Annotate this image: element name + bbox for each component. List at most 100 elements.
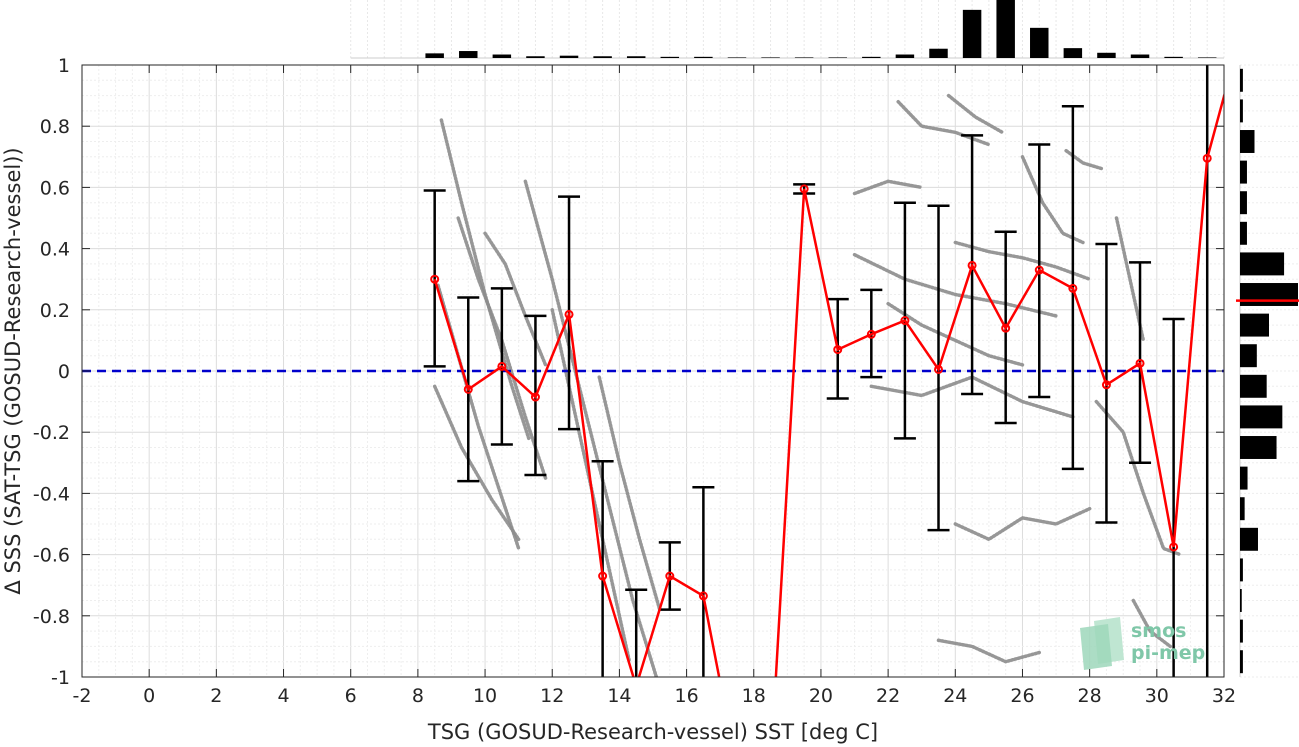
y-hist-bar — [1240, 466, 1248, 490]
x-tick-labels: -2 0 2 4 6 8 10 12 14 16 18 20 22 24 26 28 30 32 — [73, 685, 1237, 707]
x-hist-bar — [1130, 54, 1150, 58]
x-hist-bar — [459, 51, 478, 58]
x-hist-bar — [626, 56, 646, 58]
mean-marker — [1034, 265, 1044, 275]
x-hist-bar — [1197, 57, 1217, 58]
x-tick-label: 24 — [943, 685, 967, 707]
x-hist-bar — [962, 9, 982, 58]
mean-marker — [1001, 323, 1011, 333]
y-hist-bar — [1240, 405, 1283, 429]
y-hist-bar — [1240, 558, 1243, 582]
x-tick-label: 18 — [742, 685, 766, 707]
mean-marker — [1202, 153, 1212, 163]
x-tick-label: 12 — [540, 685, 564, 707]
x-hist-bar — [1030, 27, 1049, 58]
x-hist-bar — [895, 54, 915, 58]
mean-marker — [866, 329, 876, 339]
y-tick-label: -0.8 — [33, 606, 70, 628]
y-hist-bar — [1240, 313, 1269, 337]
mean-marker — [497, 361, 507, 371]
mean-marker — [564, 309, 574, 319]
scatter-strand — [852, 252, 1058, 318]
mean-marker — [934, 364, 943, 374]
x-tick-label: 8 — [412, 685, 424, 707]
y-hist-bar — [1240, 191, 1247, 215]
logo-text-pimep: pi-mep — [1131, 642, 1205, 664]
mean-marker — [530, 392, 540, 402]
mean-marker — [833, 345, 843, 355]
y-hist-bar — [1240, 252, 1285, 276]
y-tick-label: 0 — [58, 361, 70, 383]
y-hist-bar — [1240, 527, 1258, 551]
x-hist-bar — [694, 56, 713, 58]
mean-marker — [1169, 542, 1179, 552]
x-tick-label: 14 — [607, 685, 631, 707]
y-tick-label: 0.8 — [40, 116, 70, 138]
y-tick-labels: -1 -0.8 -0.6 -0.4 -0.2 0 0.2 0.4 0.6 0.8 1 — [33, 55, 70, 689]
x-hist-bar — [727, 57, 747, 58]
y-hist-bar — [1240, 130, 1255, 153]
x-hist-bar — [996, 0, 1015, 58]
scatter-strand — [432, 384, 521, 542]
x-hist-bar — [660, 56, 680, 58]
x-tick-label: 2 — [210, 685, 222, 707]
y-hist-bar — [1240, 374, 1267, 398]
scatter-strand — [1131, 598, 1173, 649]
scatter-strand — [953, 506, 1092, 542]
y-hist-bar — [1240, 283, 1298, 306]
mean-marker — [1101, 380, 1111, 390]
x-hist-bar — [828, 57, 847, 58]
x-tick-label: -2 — [73, 685, 92, 707]
y-hist-bar — [1240, 221, 1247, 245]
x-histogram — [350, 0, 1225, 59]
binned-mean-markers — [430, 153, 1212, 601]
mean-marker — [463, 384, 473, 394]
y-tick-label: 0.6 — [40, 177, 70, 199]
mean-marker — [698, 591, 708, 601]
x-tick-label: 20 — [809, 685, 833, 707]
x-axis-title: TSG (GOSUD-Research-vessel) SST [deg C] — [427, 720, 878, 744]
x-tick-label: 6 — [345, 685, 357, 707]
x-tick-label: 32 — [1212, 685, 1236, 707]
y-hist-bar — [1240, 619, 1243, 643]
mean-marker — [967, 260, 977, 270]
x-tick-label: 26 — [1010, 685, 1034, 707]
mean-marker — [799, 184, 809, 194]
x-hist-bar — [492, 54, 512, 58]
y-hist-bar — [1240, 436, 1277, 459]
binned-mean-line — [433, 91, 1224, 677]
x-hist-bar — [761, 57, 780, 58]
scatter-strand — [1094, 399, 1183, 557]
axis-ticks — [81, 64, 1225, 678]
y-histogram — [1236, 64, 1299, 678]
mean-marker — [665, 571, 675, 581]
mean-marker — [1068, 283, 1078, 293]
scatter-strand — [946, 93, 1005, 135]
y-tick-label: -0.4 — [33, 483, 70, 505]
y-tick-label: -0.2 — [33, 422, 70, 444]
x-hist-bar — [929, 48, 948, 58]
x-hist-bar — [1097, 52, 1116, 58]
y-hist-bar — [1240, 160, 1247, 184]
x-tick-label: 22 — [876, 685, 900, 707]
x-tick-label: 16 — [674, 685, 698, 707]
y-hist-bar — [1240, 344, 1257, 368]
y-hist-bar — [1240, 650, 1243, 674]
y-tick-label: 0.2 — [40, 300, 70, 322]
x-tick-label: 0 — [143, 685, 155, 707]
x-tick-label: 28 — [1078, 685, 1102, 707]
scatter-strand — [936, 638, 1042, 664]
y-tick-label: -0.6 — [33, 545, 70, 567]
logo-text-smos: smos — [1131, 620, 1186, 642]
mean-marker — [900, 316, 910, 326]
logo-mark-front — [1080, 624, 1112, 670]
x-hist-bar — [794, 57, 814, 58]
y-tick-label: 1 — [58, 55, 70, 77]
y-hist-bar — [1240, 497, 1245, 521]
scatter-strand — [953, 240, 1092, 281]
x-hist-bar — [526, 56, 545, 58]
y-tick-label: 0.4 — [40, 239, 70, 261]
x-hist-bar — [593, 56, 612, 58]
mean-marker — [598, 571, 608, 581]
